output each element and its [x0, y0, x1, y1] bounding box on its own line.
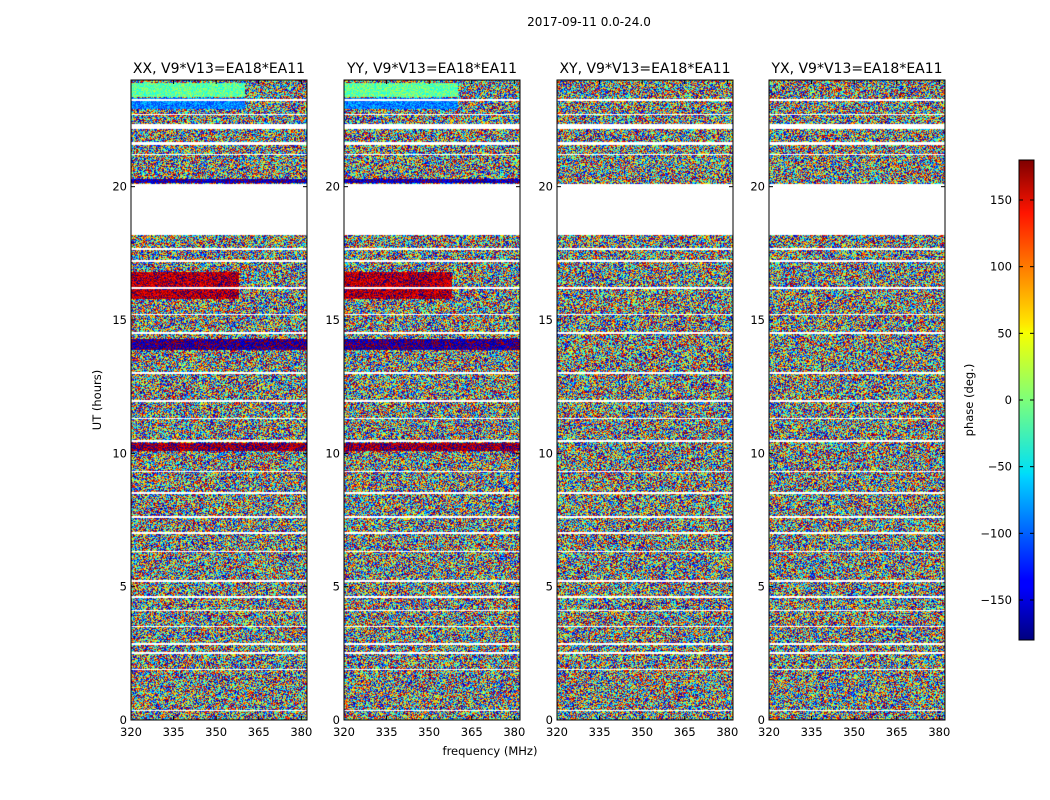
x-tick-label: 365 — [886, 725, 908, 739]
x-axis-label: frequency (MHz) — [443, 744, 538, 758]
phase-heatmap-xy — [557, 80, 733, 720]
x-tick-label: 350 — [418, 725, 440, 739]
colorbar-tick-label: −150 — [980, 593, 1012, 607]
y-tick-label: 20 — [112, 180, 127, 194]
phase-heatmap-yx — [769, 80, 945, 720]
y-axis-label: UT (hours) — [90, 370, 104, 430]
x-tick-label: 350 — [205, 725, 227, 739]
y-tick-label: 20 — [538, 180, 553, 194]
panels-group: XX, V9*V13=EA18*EA11 320 335 350 365 380 0 5 10 1… — [112, 61, 950, 739]
colorbar-label: phase (deg.) — [962, 364, 976, 437]
x-tick-label: 380 — [928, 725, 950, 739]
x-tick-label: 380 — [503, 725, 525, 739]
colorbar-tick-label: −100 — [980, 526, 1012, 540]
panel-title-xy: XY, V9*V13=EA18*EA11 — [559, 61, 730, 77]
panel-xx: XX, V9*V13=EA18*EA11 320 335 350 365 380 0 5 10 1… — [112, 61, 312, 739]
x-tick-label: 320 — [120, 725, 142, 739]
y-tick-label: 0 — [120, 713, 127, 727]
colorbar: −150 −100 −50 0 50 100 150 — [980, 159, 1035, 641]
panel-title-yx: YX, V9*V13=EA18*EA11 — [770, 61, 942, 77]
y-tick-label: 15 — [750, 313, 765, 327]
phase-heatmap-xx — [131, 80, 307, 720]
panel-yx: YX, V9*V13=EA18*EA11 320 335 350 365 380 0 5 10 1… — [750, 61, 950, 739]
x-tick-label: 365 — [248, 725, 270, 739]
y-tick-label: 5 — [546, 580, 553, 594]
panel-frame — [130, 79, 308, 721]
y-tick-label: 0 — [333, 713, 340, 727]
x-tick-label: 335 — [589, 725, 611, 739]
x-tick-label: 335 — [163, 725, 185, 739]
x-tick-label: 365 — [674, 725, 696, 739]
colorbar-tick-label: 100 — [990, 260, 1012, 274]
y-tick-label: 15 — [112, 313, 127, 327]
panel-frame — [556, 79, 734, 721]
x-tick-label: 380 — [290, 725, 312, 739]
y-tick-label: 10 — [538, 446, 553, 460]
x-tick-label: 350 — [631, 725, 653, 739]
y-tick-label: 10 — [325, 446, 340, 460]
x-tick-label: 380 — [716, 725, 738, 739]
colorbar-tick-label: 50 — [997, 326, 1012, 340]
y-tick-label: 15 — [538, 313, 553, 327]
x-tick-label: 320 — [546, 725, 568, 739]
x-tick-label: 365 — [461, 725, 483, 739]
x-tick-label: 320 — [333, 725, 355, 739]
phase-heatmap-yy — [344, 80, 520, 720]
panel-xy: XY, V9*V13=EA18*EA11 320 335 350 365 380 0 5 10 1… — [538, 61, 738, 739]
y-tick-label: 0 — [546, 713, 553, 727]
colorbar-tick-label: −50 — [988, 460, 1012, 474]
x-tick-label: 335 — [801, 725, 823, 739]
panel-title-yy: YY, V9*V13=EA18*EA11 — [346, 61, 517, 77]
y-tick-label: 20 — [325, 180, 340, 194]
y-tick-label: 5 — [333, 580, 340, 594]
colorbar-tick-label: 0 — [1005, 393, 1012, 407]
panel-frame — [343, 79, 521, 721]
y-tick-label: 5 — [758, 580, 765, 594]
x-tick-label: 320 — [758, 725, 780, 739]
y-tick-label: 5 — [120, 580, 127, 594]
y-tick-label: 10 — [112, 446, 127, 460]
y-tick-label: 0 — [758, 713, 765, 727]
x-tick-label: 350 — [843, 725, 865, 739]
panel-yy: YY, V9*V13=EA18*EA11 320 335 350 365 380 0 5 10 1… — [325, 61, 525, 739]
panel-frame — [768, 79, 946, 721]
y-tick-label: 15 — [325, 313, 340, 327]
x-tick-label: 335 — [376, 725, 398, 739]
panel-title-xx: XX, V9*V13=EA18*EA11 — [133, 61, 305, 77]
y-tick-label: 20 — [750, 180, 765, 194]
y-tick-label: 10 — [750, 446, 765, 460]
colorbar-tick-label: 150 — [990, 193, 1012, 207]
figure-title: 2017-09-11 0.0-24.0 — [527, 15, 651, 29]
